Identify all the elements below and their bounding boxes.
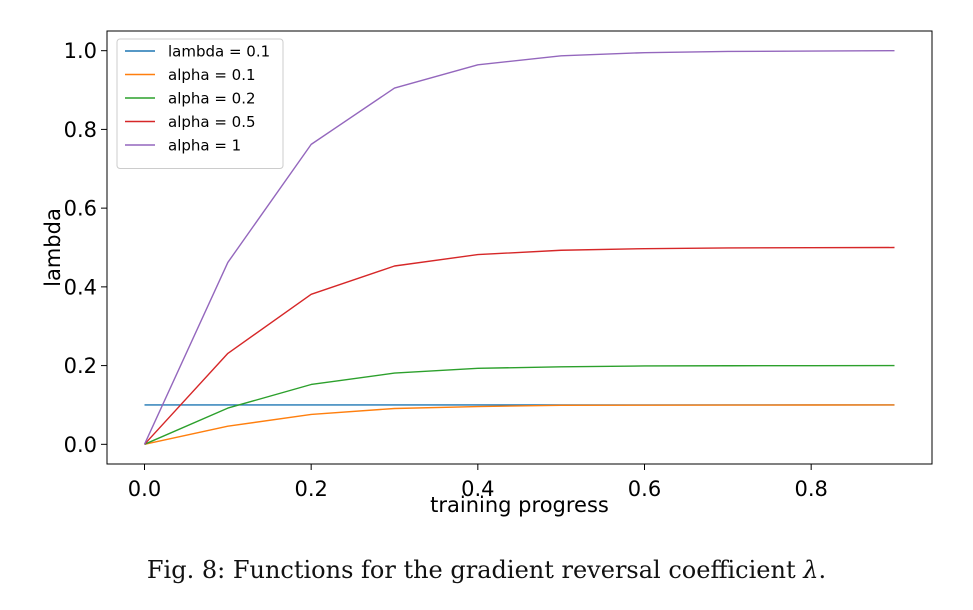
series-line-alpha-0-1 — [144, 404, 895, 446]
y-tick-label: 0.0 — [64, 433, 97, 457]
figure-caption: Fig. 8: Functions for the gradient rever… — [0, 556, 973, 584]
y-tick-label: 0.2 — [64, 354, 97, 378]
y-tick-label: 0.6 — [64, 197, 97, 221]
x-tick-label: 0.0 — [128, 477, 161, 501]
y-axis-label: lambda — [41, 208, 65, 287]
x-tick-label: 0.4 — [461, 477, 494, 501]
series-line-alpha-1 — [143, 49, 895, 445]
caption-suffix: . — [818, 556, 827, 584]
legend-label: alpha = 0.2 — [168, 90, 256, 108]
x-axis-label: training progress — [430, 493, 609, 517]
y-tick-label: 0.8 — [64, 118, 97, 142]
series-line-alpha-0-2 — [144, 364, 895, 445]
axes-layer: 0.0 0.2 0.4 0.6 0.8 0.0 0.2 0.4 0.6 0.8 1.0 trainin… — [41, 39, 828, 517]
line-chart: 0.0 0.2 0.4 0.6 0.8 0.0 0.2 0.4 0.6 0.8 1.0 trainin… — [41, 30, 933, 517]
caption-text: Fig. 8: Functions for the gradient rever… — [146, 556, 804, 584]
y-tick-label: 1.0 — [64, 39, 97, 63]
legend-label: alpha = 0.5 — [168, 113, 256, 131]
x-tick-label: 0.8 — [794, 477, 827, 501]
plot-frame — [106, 30, 933, 465]
chart-legend: lambda = 0.1 alpha = 0.1 alpha = 0.2 alpha … — [116, 38, 284, 169]
legend-label: alpha = 1 — [168, 137, 241, 155]
legend-label: alpha = 0.1 — [168, 66, 256, 84]
series-layer — [143, 49, 895, 446]
legend-box — [116, 38, 284, 169]
caption-symbol: λ — [803, 556, 819, 584]
y-tick-label: 0.4 — [64, 275, 97, 299]
x-tick-label: 0.6 — [628, 477, 661, 501]
legend-label: lambda = 0.1 — [168, 43, 270, 61]
x-tick-label: 0.2 — [294, 477, 327, 501]
series-line-alpha-0-5 — [143, 246, 895, 445]
